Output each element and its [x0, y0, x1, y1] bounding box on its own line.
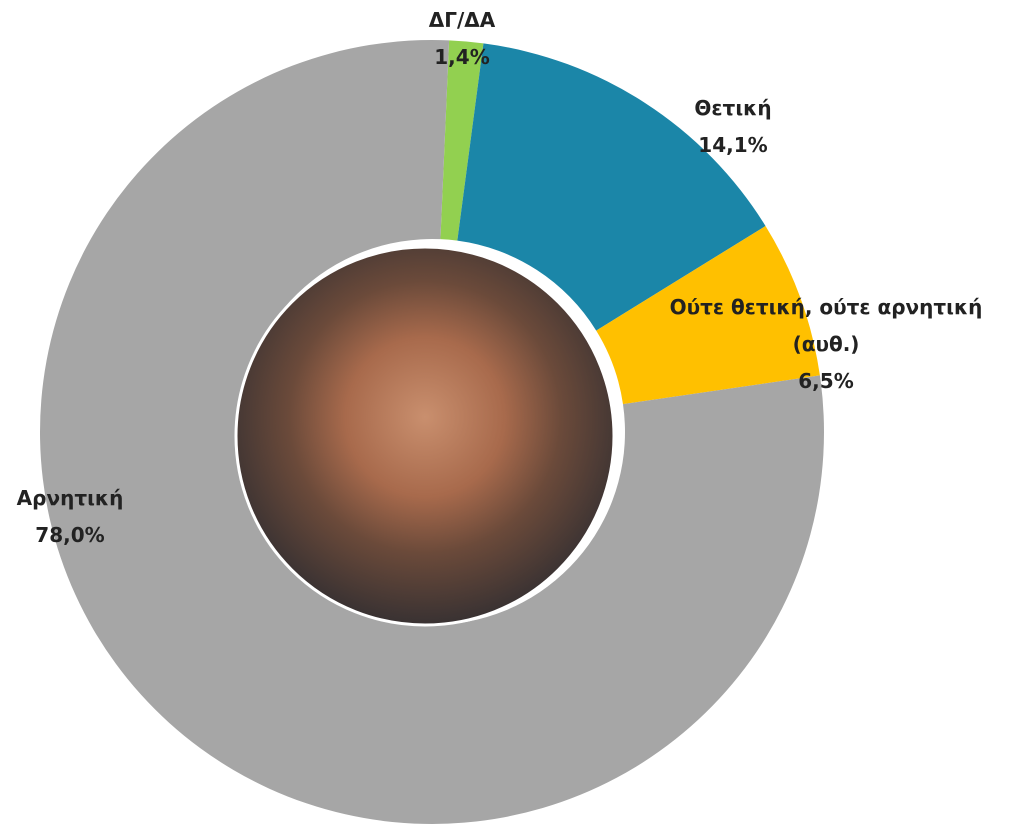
center-photo	[234, 245, 616, 627]
slice-name: Ούτε θετική, ούτε αρνητική (αυθ.)	[669, 295, 983, 356]
slice-label: ΔΓ/ΔΑ 1,4%	[362, 2, 562, 76]
slice-name: Αρνητική	[16, 486, 124, 510]
slice-label: Θετική 14,1%	[633, 90, 833, 164]
slice-label: Αρνητική 78,0%	[0, 480, 170, 554]
slice-value: 78,0%	[35, 523, 105, 547]
donut-slice	[596, 226, 820, 405]
slice-value: 14,1%	[698, 133, 768, 157]
slice-value: 1,4%	[434, 45, 490, 69]
donut-slice	[440, 40, 484, 241]
slice-value: 6,5%	[798, 369, 854, 393]
donut-slice	[39, 39, 824, 824]
donut-slice	[457, 43, 766, 331]
slice-name: ΔΓ/ΔΑ	[428, 8, 496, 32]
slice-name: Θετική	[694, 96, 772, 120]
slice-label: Ούτε θετική, ούτε αρνητική (αυθ.) 6,5%	[651, 289, 1001, 400]
